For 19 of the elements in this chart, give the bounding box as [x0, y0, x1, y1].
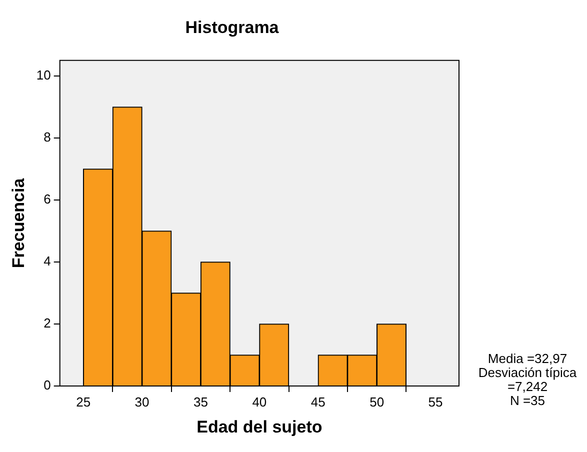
x-tick-label: 35 [194, 394, 208, 410]
x-tick-label: 25 [76, 394, 91, 410]
y-tick-label: 0 [44, 378, 51, 393]
x-tick-label: 50 [370, 394, 384, 410]
y-tick-label: 4 [44, 254, 51, 269]
x-tick-label: 30 [134, 394, 150, 410]
text: N =35 [508, 393, 546, 408]
text: Desviación típica =7,242 [477, 365, 578, 394]
text: Media =32,97 [486, 351, 568, 366]
chart-title: Histograma [185, 18, 280, 37]
x-axis-title: Edad del sujeto [196, 417, 322, 436]
x-tick-label: 55 [428, 394, 443, 410]
y-tick-label: 8 [44, 130, 51, 144]
x-tick-label: 40 [252, 394, 267, 410]
y-tick-label: 6 [44, 192, 51, 207]
x-tick-label: 45 [310, 394, 326, 410]
y-axis-title: Frecuencia [8, 178, 28, 268]
y-tick-label: 2 [44, 316, 51, 331]
y-tick-label: 10 [36, 67, 51, 82]
